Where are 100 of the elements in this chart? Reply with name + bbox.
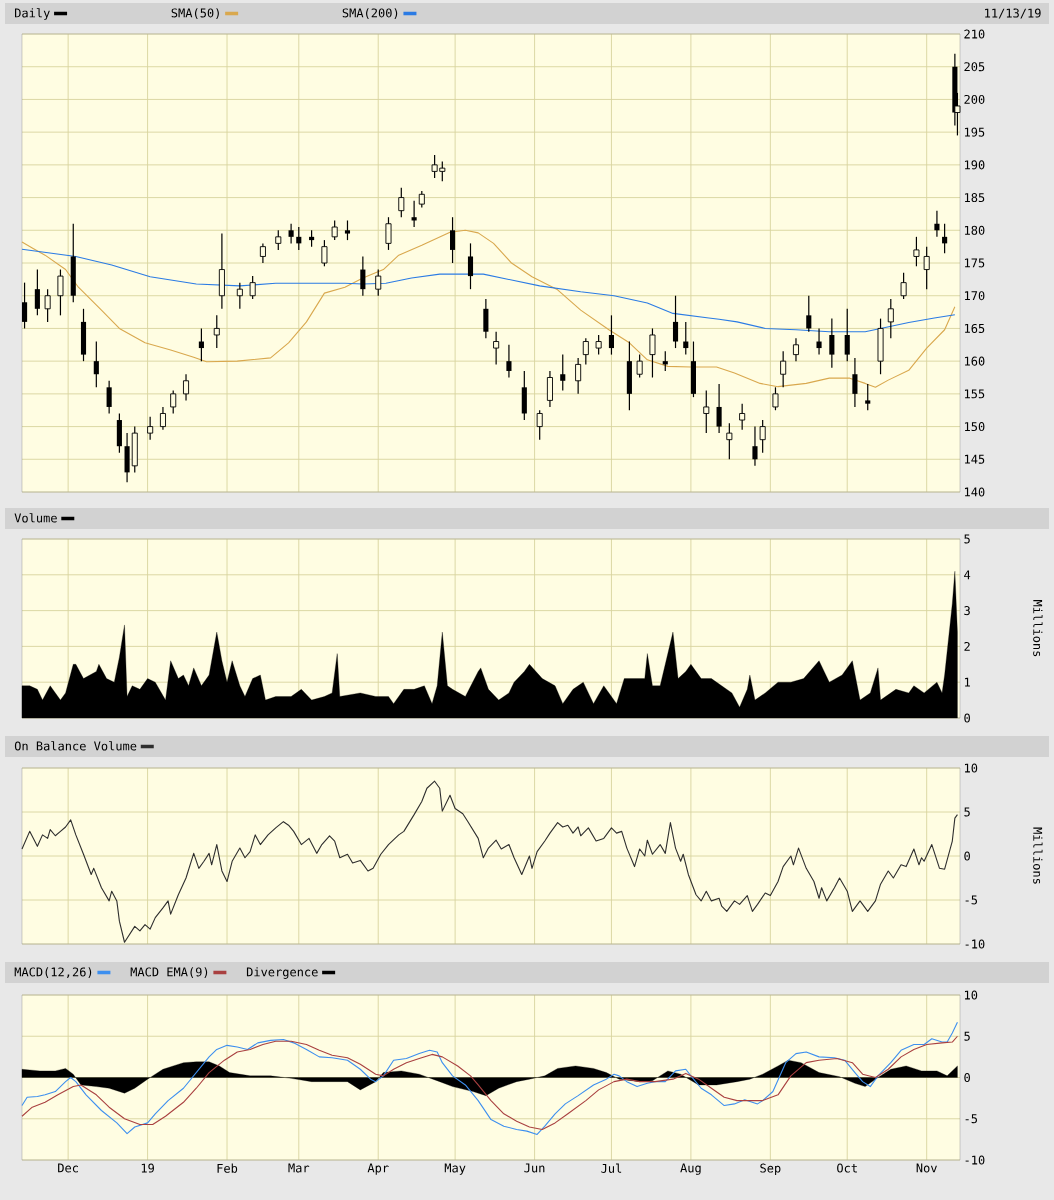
x-tick-label: 19 <box>141 1163 154 1173</box>
y-tick-label: 0 <box>964 1072 970 1083</box>
candlestick <box>170 389 177 415</box>
y-tick-label: -5 <box>965 1114 978 1124</box>
legend-label: MACD EMA(9) <box>130 967 208 978</box>
candlestick <box>375 268 382 297</box>
y-tick-label: 2 <box>964 641 970 651</box>
y-tick-label: 145 <box>964 454 985 464</box>
candlestick <box>575 357 582 395</box>
x-tick-label: Nov <box>916 1163 937 1173</box>
candlestick <box>703 389 710 434</box>
legend-label: SMA(50) <box>171 8 219 19</box>
candlestick <box>449 216 456 264</box>
candlestick <box>716 383 722 434</box>
candlestick <box>321 239 328 267</box>
candlestick <box>159 406 166 431</box>
y-tick-label: 160 <box>964 356 985 366</box>
x-tick-label: Oct <box>837 1163 857 1173</box>
y-tick-label: 185 <box>964 193 985 203</box>
candlestick <box>792 337 799 362</box>
candlestick <box>752 425 758 467</box>
y-tick-label: 0 <box>964 851 970 861</box>
x-tick-label: May <box>444 1163 466 1175</box>
candlestick <box>483 298 489 339</box>
legend-label: Volume <box>14 513 57 523</box>
y-tick-label: 190 <box>964 160 985 170</box>
y-tick-label: -5 <box>965 895 978 905</box>
candlestick <box>493 331 500 366</box>
x-tick-label: Apr <box>367 1163 389 1175</box>
candlestick <box>93 340 99 388</box>
candlestick <box>44 288 51 323</box>
candlestick <box>636 354 643 379</box>
candlestick <box>649 327 656 379</box>
candlestick <box>595 334 602 356</box>
candlestick <box>913 236 920 267</box>
x-tick-label: Aug <box>680 1163 701 1175</box>
candlestick <box>331 219 338 241</box>
y-tick-label: 155 <box>964 389 985 399</box>
candlestick <box>608 314 615 356</box>
y-tick-label: 175 <box>964 258 985 268</box>
y-tick-label: 5 <box>964 534 970 544</box>
candlestick <box>546 370 553 408</box>
candlestick <box>344 219 351 241</box>
x-tick-label: Feb <box>217 1163 238 1173</box>
y-tick-label: 165 <box>964 323 985 333</box>
candlestick <box>183 373 190 402</box>
candlestick <box>536 409 543 441</box>
x-tick-label: Jun <box>524 1163 545 1173</box>
x-tick-label: Sep <box>760 1163 781 1175</box>
y-tick-label: 140 <box>964 487 985 497</box>
candlestick <box>259 242 266 264</box>
legend-label: SMA(200) <box>342 8 398 19</box>
candlestick <box>887 298 894 339</box>
candlestick <box>467 242 474 290</box>
y-tick-label: -10 <box>965 1155 985 1165</box>
candlestick <box>582 337 589 366</box>
y-tick-label: 0 <box>964 713 970 723</box>
candlestick <box>672 295 679 349</box>
candlestick <box>865 383 871 411</box>
candlestick <box>249 275 256 300</box>
y-tick-label: 170 <box>964 291 985 301</box>
candlestick <box>34 268 40 316</box>
candlestick <box>506 344 512 379</box>
y-tick-label: 205 <box>964 62 985 72</box>
candlestick <box>726 422 733 460</box>
y-tick-label: 150 <box>964 422 985 432</box>
candlestick <box>816 327 822 356</box>
candlestick <box>923 246 930 290</box>
candlestick <box>288 223 294 244</box>
candlestick <box>772 386 779 411</box>
candlestick <box>780 350 787 388</box>
line-series <box>21 229 956 388</box>
y-tick-label: -10 <box>965 939 985 949</box>
y-tick-label: 3 <box>964 606 970 616</box>
y-tick-label: 180 <box>964 225 985 235</box>
y-tick-label: 1 <box>964 677 970 687</box>
candlestick <box>900 272 907 300</box>
y-tick-label: 5 <box>964 807 970 817</box>
candlestick <box>739 403 746 431</box>
candlestick <box>844 308 850 362</box>
candlestick <box>360 255 366 297</box>
y-tick-label: 195 <box>964 127 985 137</box>
candlestick <box>213 314 220 349</box>
candlestick <box>852 357 858 408</box>
y-tick-label: 5 <box>964 1031 970 1041</box>
candlestick <box>22 282 28 330</box>
x-tick-label: Mar <box>288 1163 310 1173</box>
y-tick-label: 10 <box>964 763 978 773</box>
legend-label: MACD(12,26) <box>14 967 92 978</box>
candlestick <box>806 295 812 333</box>
candlestick <box>147 416 154 441</box>
legend-label: Daily <box>15 8 50 20</box>
y-tick-label: 4 <box>964 570 971 580</box>
y-tick-label: 200 <box>964 94 985 104</box>
candlestick <box>759 419 766 454</box>
x-tick-label: Dec <box>58 1163 78 1173</box>
y-axis-title: Millions <box>1033 827 1043 884</box>
legend-label: Divergence <box>246 967 318 979</box>
y-axis-title: Millions <box>1033 600 1043 657</box>
legend-label: On Balance Volume <box>14 741 137 751</box>
